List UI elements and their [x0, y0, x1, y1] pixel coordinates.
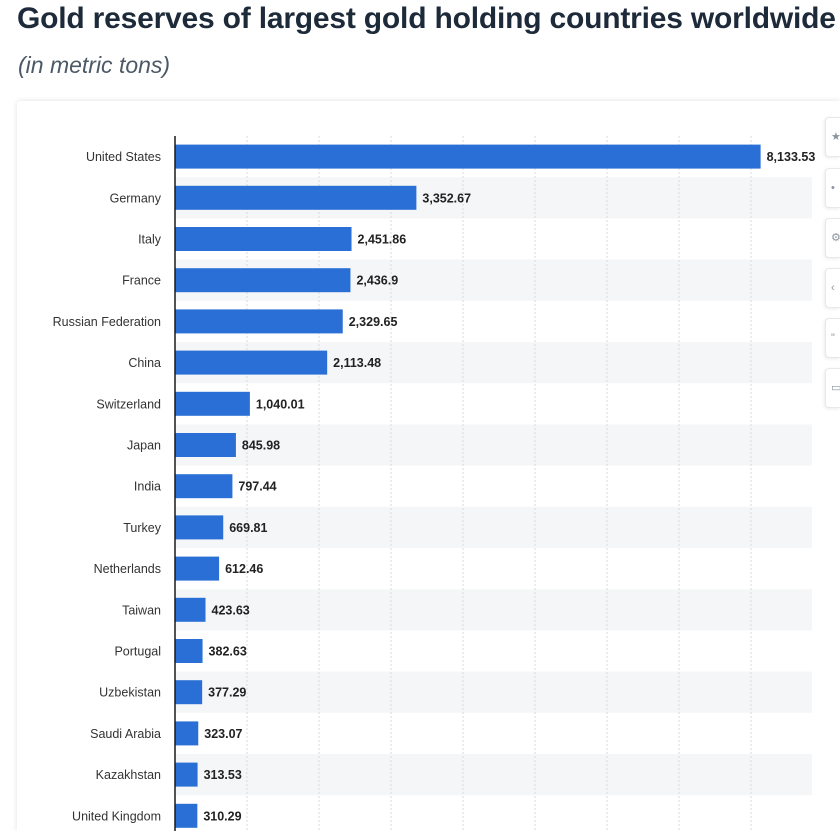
value-label: 845.98	[242, 439, 280, 453]
category-label: France	[122, 274, 161, 288]
bar	[175, 639, 203, 663]
bell-button[interactable]: •	[825, 168, 840, 208]
bar	[175, 268, 351, 293]
value-label: 323.07	[204, 727, 242, 741]
value-label: 1,040.01	[256, 397, 305, 411]
print-icon: ▭	[831, 382, 840, 394]
value-label: 2,436.9	[356, 274, 398, 288]
star-icon: ★	[831, 131, 840, 143]
value-label: 8,133.53	[767, 150, 816, 164]
bar	[175, 391, 250, 416]
row-band	[175, 506, 812, 548]
category-label: Switzerland	[96, 397, 161, 411]
category-label: Japan	[127, 439, 161, 453]
category-label: Uzbekistan	[99, 686, 161, 700]
bell-icon: •	[831, 182, 835, 194]
share-icon: ‹	[831, 282, 835, 294]
category-label: Turkey	[123, 521, 161, 535]
value-label: 797.44	[238, 480, 276, 494]
value-label: 377.29	[208, 686, 246, 700]
row-band	[175, 671, 812, 713]
quote-icon: "	[831, 332, 835, 344]
bar	[175, 474, 233, 499]
category-label: Russian Federation	[53, 315, 161, 329]
settings-button[interactable]: ⚙	[825, 218, 840, 258]
star-button[interactable]: ★	[825, 117, 840, 157]
category-label: United States	[86, 150, 161, 164]
category-label: China	[128, 356, 161, 370]
bar	[175, 144, 761, 169]
bar-chart: United States 8,133.53 Germany 3,352.67 Ital…	[53, 136, 816, 831]
bar	[175, 515, 224, 540]
chart-card: United States 8,133.53 Germany 3,352.67 Ital…	[17, 101, 840, 831]
bar	[175, 350, 328, 375]
row-band	[175, 589, 812, 631]
quote-button[interactable]: "	[825, 318, 840, 358]
value-label: 423.63	[212, 603, 250, 617]
bar	[175, 556, 220, 581]
value-label: 382.63	[209, 645, 247, 659]
bar	[175, 433, 236, 457]
bar	[175, 227, 352, 251]
row-band	[175, 754, 812, 796]
category-label: Germany	[110, 191, 162, 205]
category-label: Italy	[138, 233, 162, 247]
category-label: Saudi Arabia	[90, 727, 161, 741]
value-label: 313.53	[204, 768, 242, 782]
value-label: 669.81	[229, 521, 267, 535]
settings-icon: ⚙	[831, 232, 840, 244]
value-label: 612.46	[225, 562, 263, 576]
value-label: 2,329.65	[349, 315, 398, 329]
value-label: 2,451.86	[358, 233, 407, 247]
share-button[interactable]: ‹	[825, 268, 840, 308]
category-label: India	[134, 480, 161, 494]
value-label: 2,113.48	[333, 356, 381, 370]
category-label: Kazakhstan	[96, 768, 161, 782]
bar	[175, 309, 343, 334]
page-subtitle: (in metric tons)	[18, 52, 171, 78]
category-label: United Kingdom	[72, 809, 161, 823]
row-band	[175, 424, 812, 466]
bar	[175, 803, 198, 828]
bar	[175, 721, 199, 746]
bar	[175, 762, 198, 787]
bar	[175, 680, 203, 705]
value-label: 3,352.67	[422, 191, 471, 205]
page-title: Gold reserves of largest gold holding co…	[17, 2, 836, 35]
value-label: 310.29	[203, 809, 241, 823]
print-button[interactable]: ▭	[825, 368, 840, 408]
bar	[175, 185, 417, 210]
bar	[175, 597, 206, 622]
category-label: Netherlands	[94, 562, 161, 576]
category-label: Portugal	[114, 645, 161, 659]
category-label: Taiwan	[122, 603, 161, 617]
